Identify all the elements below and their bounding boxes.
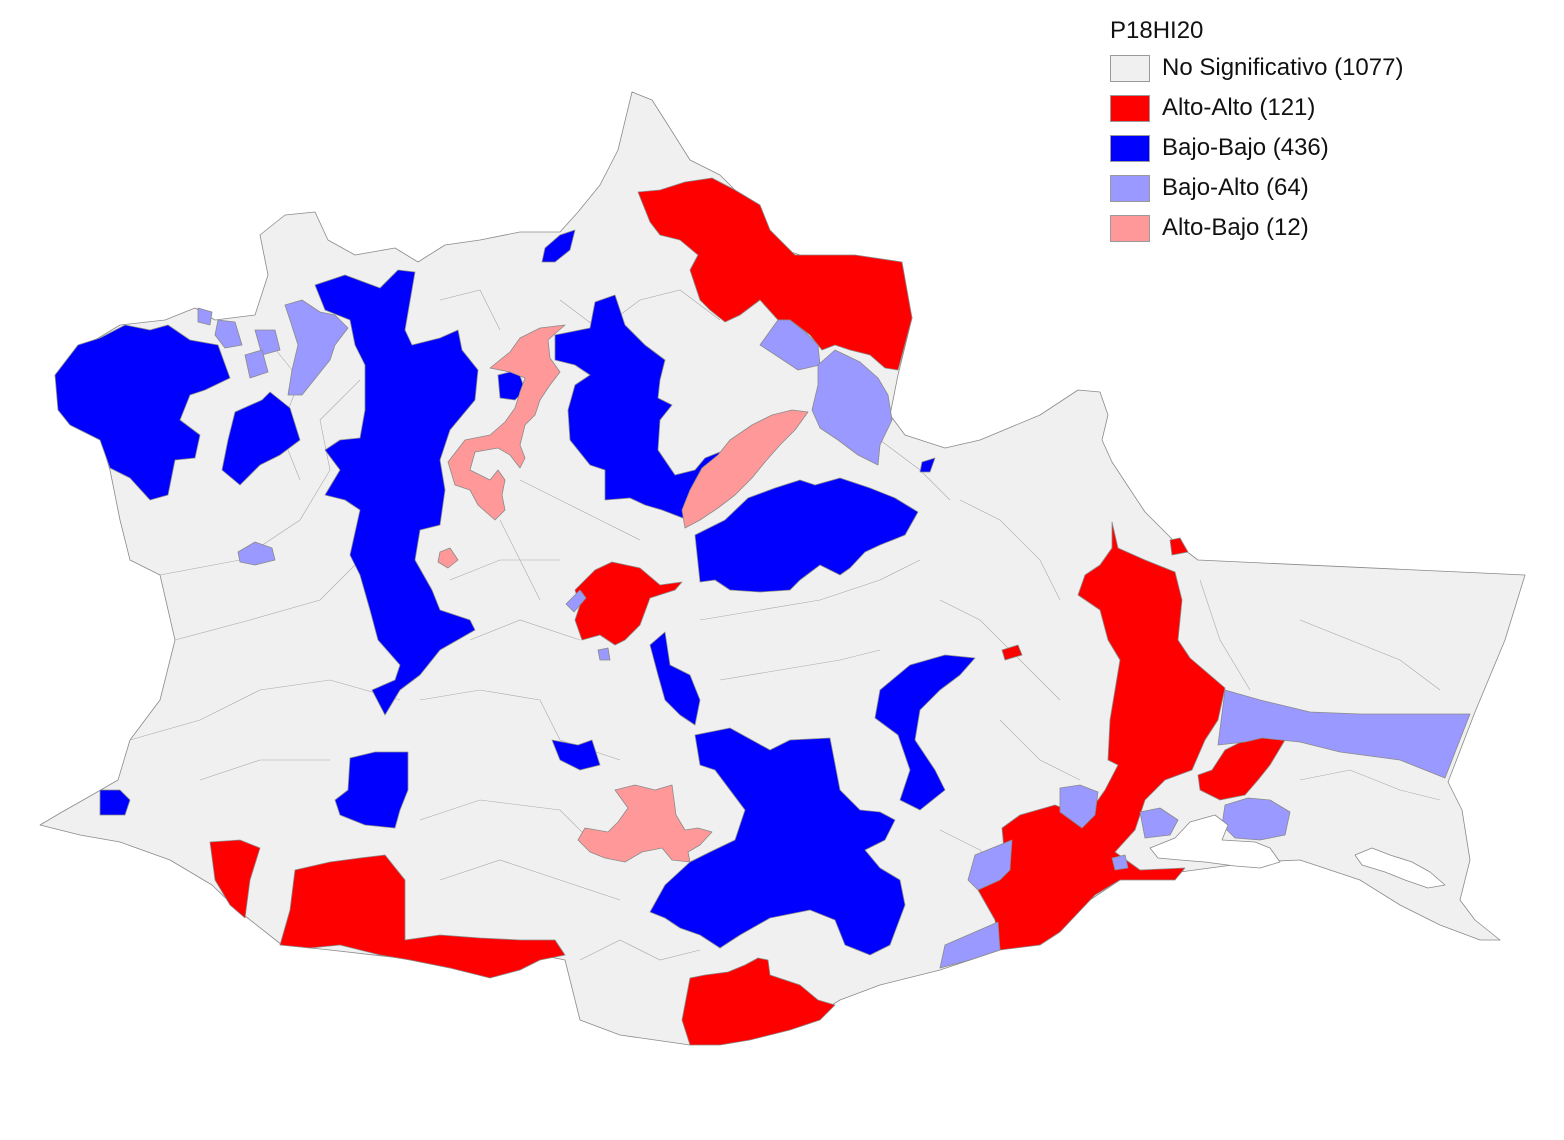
bajo-alto-region-c1 (565, 589, 587, 613)
legend-label: Alto-Alto (121) (1162, 94, 1316, 121)
bajo-bajo-region-east-center (694, 477, 919, 593)
bajo-alto-region-lagoon4 (1111, 854, 1129, 871)
bajo-bajo-region-small-north (541, 229, 576, 263)
bajo-alto-region-ne1 (759, 319, 821, 371)
bajo-bajo-region-small-sw (99, 789, 131, 816)
bajo-bajo-regions (54, 229, 976, 956)
legend-swatch-bajo-bajo (1110, 134, 1150, 162)
alto-alto-region-isthmus-ne (1169, 537, 1189, 556)
legend-swatch-bajo-alto (1110, 174, 1150, 202)
lagoons (1149, 814, 1446, 889)
bajo-alto-region-coast-e2 (939, 921, 1001, 969)
alto-alto-regions (209, 177, 1286, 1046)
municipality-boundaries (129, 209, 1441, 961)
bajo-alto-region-nw5 (284, 299, 349, 396)
bajo-bajo-region-east-small (919, 457, 936, 473)
alto-alto-region-isthmus-e (1197, 734, 1286, 801)
legend-swatch-alto-bajo (1110, 214, 1150, 242)
bajo-bajo-region-w (221, 391, 301, 486)
legend-label: Alto-Bajo (12) (1162, 214, 1309, 241)
bajo-bajo-region-small-c (551, 739, 601, 771)
legend-item-bajo-bajo: Bajo-Bajo (436) (1110, 128, 1530, 168)
bajo-bajo-region-sw (334, 751, 409, 829)
alto-alto-region-center (574, 561, 683, 646)
bajo-bajo-region-south-center (649, 727, 906, 956)
bajo-alto-region-w (237, 541, 276, 566)
bajo-bajo-region-nw (54, 324, 231, 501)
alto-bajo-region-south (577, 784, 713, 863)
alto-alto-region-coast-sw1 (209, 839, 261, 919)
legend-swatch-alto-alto (1110, 94, 1150, 122)
bajo-alto-region-nw1 (197, 307, 213, 326)
bajo-alto-region-nw4 (244, 349, 269, 379)
alto-bajo-region-w-small (437, 547, 459, 569)
legend-title: P18HI20 (1110, 17, 1204, 44)
bajo-alto-region-ne2 (811, 349, 893, 466)
alto-alto-region-coast-sw2 (279, 854, 566, 979)
map-legend: P18HI20 No Significativo (1077) Alto-Alt… (1110, 16, 1530, 248)
alto-alto-region-coast-s (681, 957, 836, 1046)
bajo-bajo-region-central-west (314, 269, 479, 716)
legend-label: Bajo-Bajo (436) (1162, 134, 1329, 161)
lagoon-superior (1149, 814, 1281, 869)
bajo-alto-region-isthmus-band (1217, 689, 1471, 779)
legend-swatch-no-significativo (1110, 54, 1150, 82)
alto-alto-region-east-small (1001, 644, 1023, 661)
lagoon-inferior (1354, 847, 1446, 889)
alto-bajo-regions (437, 324, 809, 863)
alto-bajo-region-north (447, 324, 566, 521)
legend-item-alto-alto: Alto-Alto (121) (1110, 88, 1530, 128)
legend-item-no-significativo: No Significativo (1077) (1110, 48, 1530, 88)
bajo-alto-region-nw3 (254, 329, 281, 356)
legend-label: Bajo-Alto (64) (1162, 174, 1309, 201)
bajo-alto-region-nw2 (214, 319, 243, 349)
bajo-alto-region-lagoon2 (1139, 807, 1179, 839)
alto-bajo-region-northeast (681, 409, 809, 529)
bajo-bajo-region-center-strip (649, 631, 701, 726)
bajo-alto-region-lagoon1 (1059, 784, 1099, 829)
legend-label: No Significativo (1077) (1162, 54, 1404, 81)
legend-item-bajo-alto: Bajo-Alto (64) (1110, 168, 1530, 208)
bajo-alto-regions (197, 299, 1471, 969)
legend-item-alto-bajo: Alto-Bajo (12) (1110, 208, 1530, 248)
bajo-bajo-region-center-east (874, 654, 976, 811)
bajo-alto-region-c2 (597, 647, 611, 661)
alto-alto-region-north (637, 177, 913, 371)
bajo-alto-region-coast-e1 (967, 839, 1013, 891)
